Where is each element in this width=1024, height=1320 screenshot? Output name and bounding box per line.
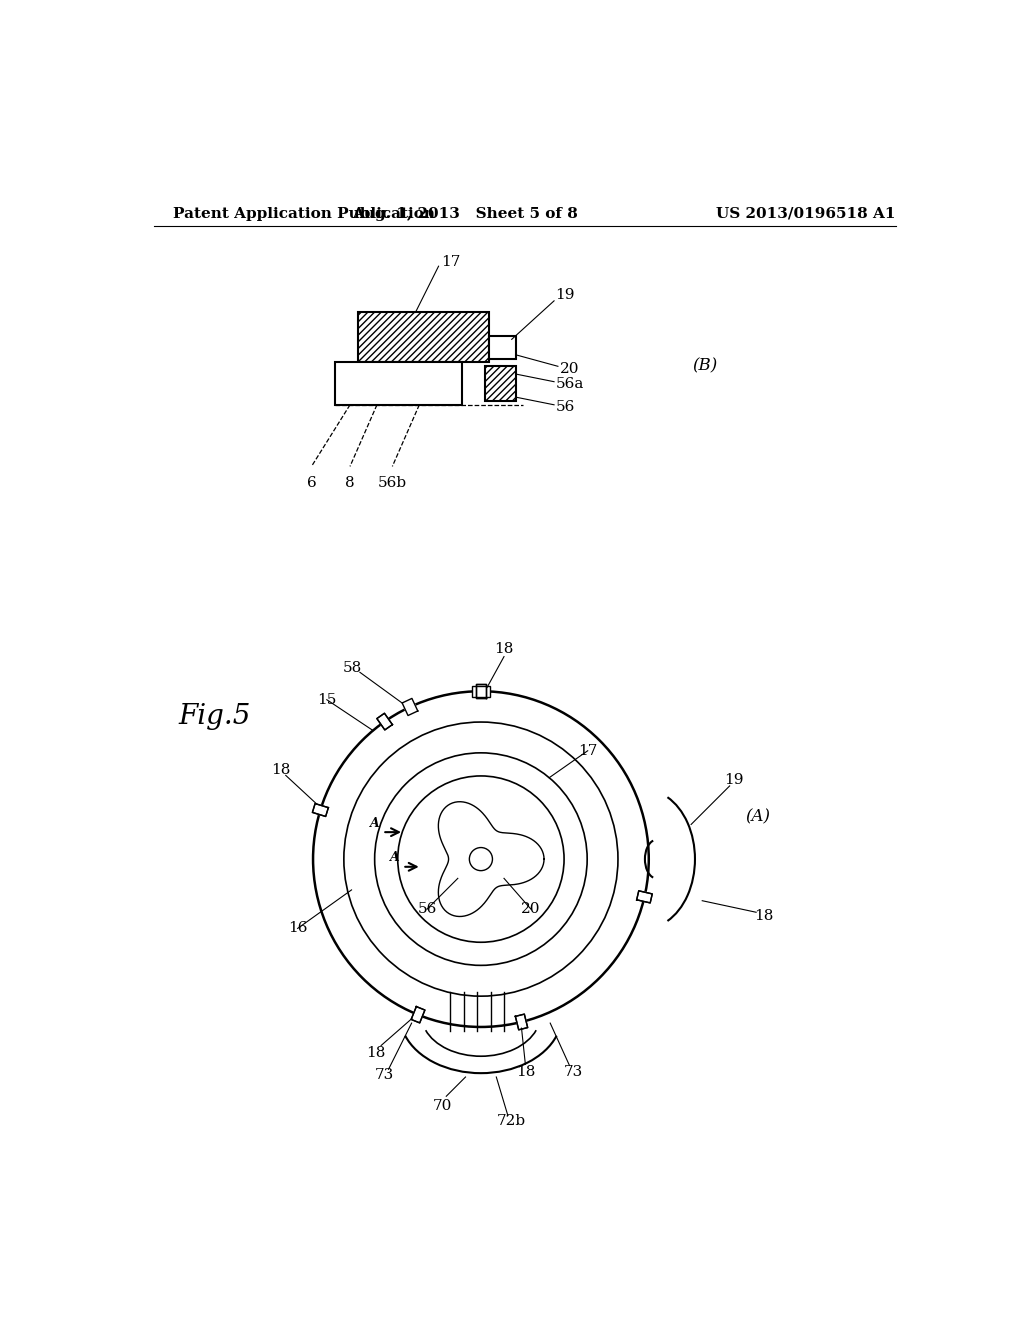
Polygon shape: [637, 891, 652, 903]
Polygon shape: [476, 684, 485, 698]
Text: 56b: 56b: [378, 477, 407, 490]
Text: 56a: 56a: [556, 378, 584, 391]
Text: 18: 18: [754, 909, 773, 923]
Text: 6: 6: [306, 477, 316, 490]
Polygon shape: [402, 698, 418, 715]
Polygon shape: [515, 1014, 527, 1030]
Text: 18: 18: [495, 642, 514, 656]
Text: 17: 17: [441, 255, 460, 269]
Text: 56: 56: [418, 902, 436, 916]
Text: 72b: 72b: [497, 1114, 526, 1127]
Text: 18: 18: [270, 763, 290, 777]
Bar: [488, 335, 515, 359]
Text: 73: 73: [563, 1065, 583, 1078]
Text: 8: 8: [345, 477, 355, 490]
Text: (B): (B): [692, 358, 718, 375]
Text: A: A: [371, 817, 380, 830]
Text: 18: 18: [516, 1065, 536, 1078]
Text: Patent Application Publication: Patent Application Publication: [173, 207, 435, 220]
Text: (A): (A): [745, 808, 770, 825]
Text: 19: 19: [556, 289, 575, 302]
Text: 58: 58: [343, 661, 361, 676]
Text: US 2013/0196518 A1: US 2013/0196518 A1: [716, 207, 895, 220]
Text: 15: 15: [317, 693, 337, 706]
Bar: [357, 313, 488, 363]
Text: 19: 19: [724, 772, 743, 787]
Polygon shape: [377, 713, 392, 730]
Bar: [472, 686, 490, 697]
Text: 17: 17: [578, 743, 597, 758]
Text: 70: 70: [433, 1098, 453, 1113]
Text: 20: 20: [559, 362, 579, 376]
Text: 16: 16: [288, 921, 307, 936]
Text: Fig.5: Fig.5: [178, 704, 251, 730]
Text: 20: 20: [521, 902, 541, 916]
Bar: [484, 367, 515, 401]
Text: 73: 73: [375, 1068, 394, 1082]
Text: Aug. 1, 2013   Sheet 5 of 8: Aug. 1, 2013 Sheet 5 of 8: [352, 207, 579, 220]
Bar: [335, 363, 462, 405]
Text: 56: 56: [556, 400, 574, 414]
Text: A: A: [390, 851, 400, 865]
Text: 18: 18: [366, 1047, 385, 1060]
Polygon shape: [412, 1007, 425, 1023]
Polygon shape: [312, 804, 329, 817]
